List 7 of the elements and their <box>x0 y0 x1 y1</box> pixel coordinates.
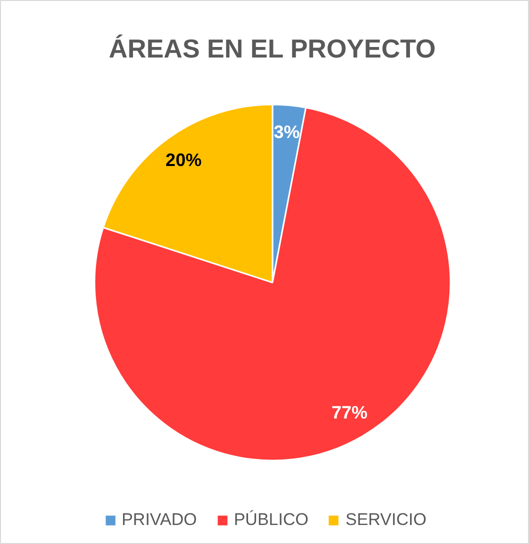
data-label: 3% <box>274 122 300 142</box>
chart-title: ÁREAS EN EL PROYECTO <box>108 34 436 64</box>
data-label: 77% <box>332 402 368 423</box>
legend-label: PRIVADO <box>122 510 197 530</box>
legend-label: PÚBLICO <box>234 510 308 530</box>
legend-label: SERVICIO <box>345 510 426 530</box>
data-label: 20% <box>166 150 202 170</box>
